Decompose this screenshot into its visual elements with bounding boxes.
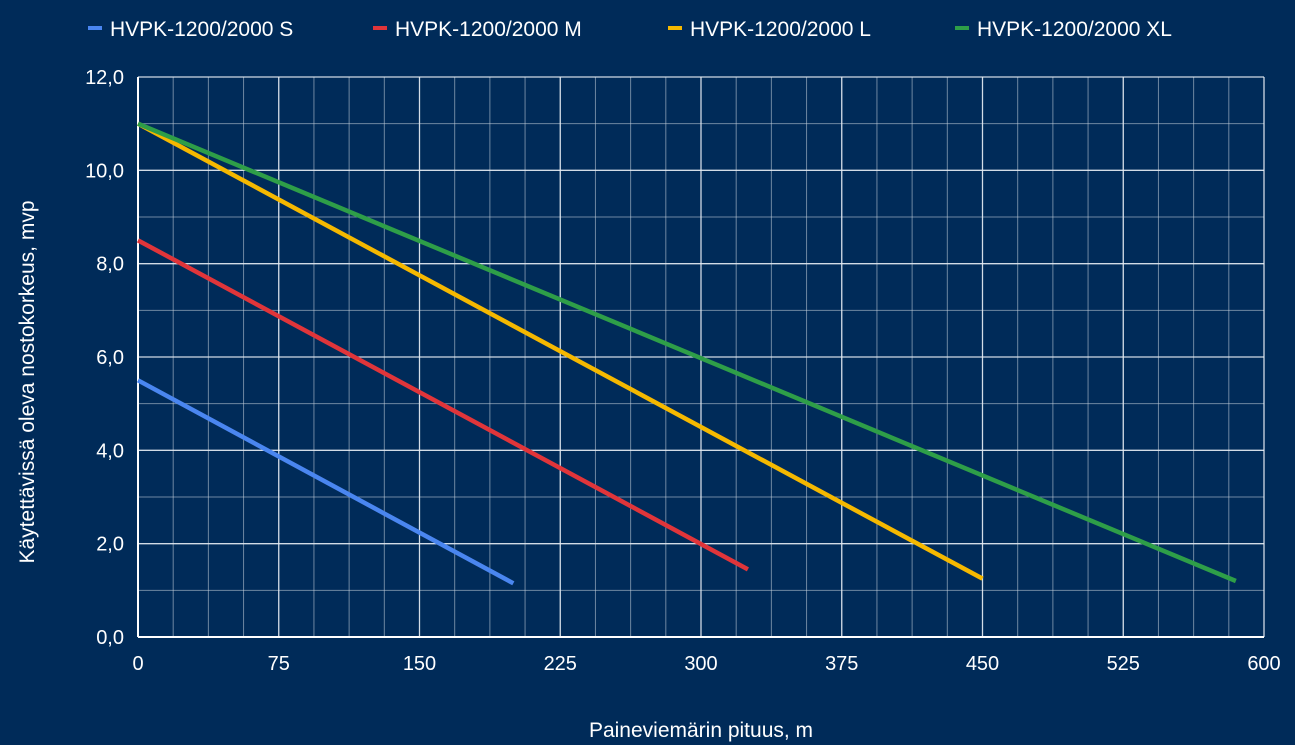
legend-label: HVPK-1200/2000 S (110, 18, 293, 41)
axes (137, 77, 1264, 638)
series-line-1 (136, 238, 749, 572)
x-tick-label: 300 (684, 653, 717, 675)
tick-labels: 0 75 150 225 300 375 450 525 600 0,0 2,0 4,0 6,0 8,0 1… (85, 67, 1281, 675)
x-tick-label: 600 (1247, 653, 1280, 675)
y-tick-label: 2,0 (96, 534, 124, 556)
y-tick-label: 8,0 (96, 254, 124, 276)
legend-swatch (668, 26, 682, 30)
x-tick-label: 525 (1107, 653, 1140, 675)
legend-item-2: HVPK-1200/2000 L (668, 18, 871, 41)
legend-label: HVPK-1200/2000 L (690, 18, 871, 41)
x-axis-title: Paineviemärin pituus, m (589, 719, 813, 742)
x-tick-label: 0 (132, 653, 143, 675)
legend-swatch (955, 26, 969, 30)
legend-label: HVPK-1200/2000 M (395, 18, 582, 41)
y-tick-label: 6,0 (96, 347, 124, 369)
y-tick-label: 12,0 (85, 67, 124, 89)
legend-item-3: HVPK-1200/2000 XL (955, 18, 1172, 41)
x-tick-label: 450 (966, 653, 999, 675)
legend-swatch (373, 26, 387, 30)
x-tick-label: 150 (403, 653, 436, 675)
legend-item-1: HVPK-1200/2000 M (373, 18, 582, 41)
legend-item-0: HVPK-1200/2000 S (88, 18, 293, 41)
x-tick-label: 375 (825, 653, 858, 675)
y-tick-label: 10,0 (85, 160, 124, 182)
series-lines (136, 121, 1237, 586)
grid-lines (137, 76, 1265, 638)
legend: HVPK-1200/2000 S HVPK-1200/2000 M HVPK-120… (88, 18, 1172, 41)
series-line-3 (137, 121, 1237, 584)
legend-swatch (88, 26, 102, 30)
series-line-2 (136, 121, 984, 581)
y-tick-label: 4,0 (96, 440, 124, 462)
legend-label: HVPK-1200/2000 XL (977, 18, 1172, 41)
x-tick-label: 75 (268, 653, 290, 675)
series-line-0 (136, 378, 515, 586)
x-tick-label: 225 (544, 653, 577, 675)
y-axis-title: Käytettävissä oleva nostokorkeus, mvp (16, 200, 39, 563)
y-tick-label: 0,0 (96, 627, 124, 649)
